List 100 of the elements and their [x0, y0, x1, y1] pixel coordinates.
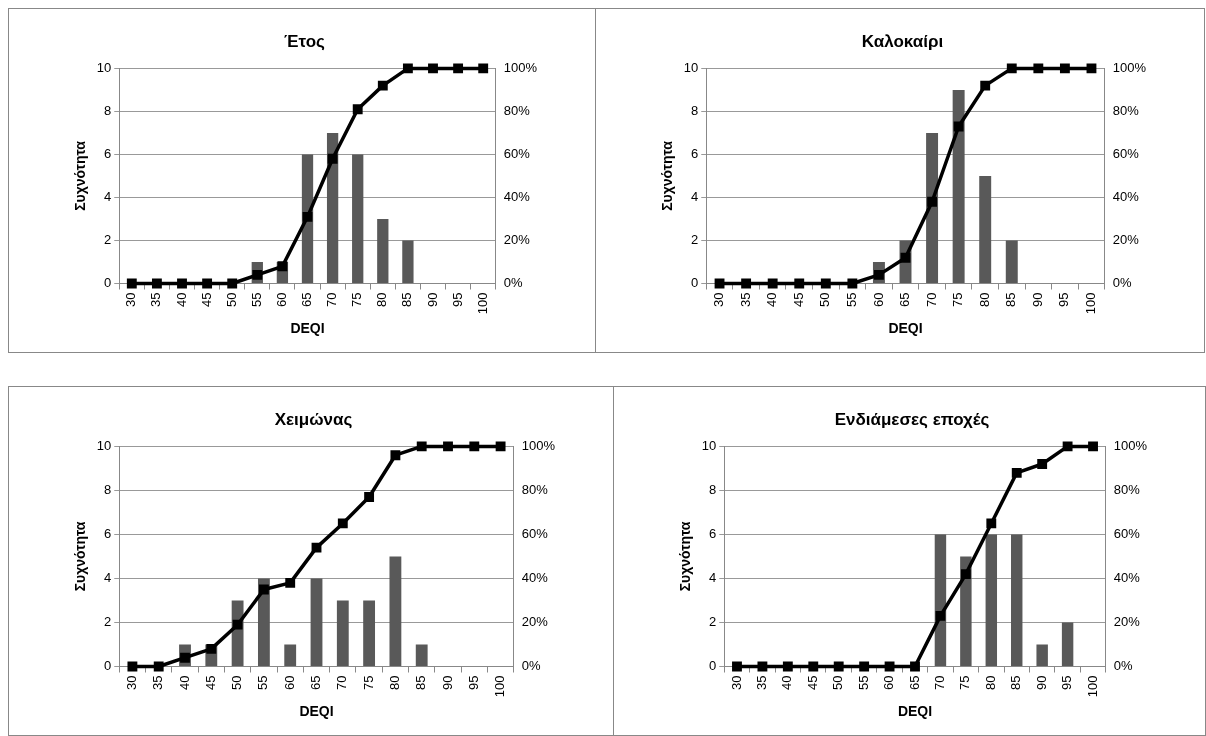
- point: [202, 278, 213, 289]
- x-tick-label: 50: [223, 292, 239, 307]
- x-tick-label: 45: [804, 675, 820, 690]
- point: [151, 278, 162, 289]
- point: [986, 518, 997, 529]
- x-tick-label: 100: [1083, 292, 1099, 315]
- point: [1033, 63, 1044, 74]
- bar: [1036, 644, 1048, 667]
- point: [277, 261, 288, 272]
- y2-tick-label: 40%: [521, 570, 549, 586]
- point: [757, 661, 768, 672]
- x-tick-label: 85: [399, 292, 415, 307]
- y-axis-title: Συχνότητα: [659, 140, 676, 211]
- y2-tick-label: 0%: [503, 275, 523, 291]
- y-tick-label: 2: [104, 614, 112, 630]
- y-axis-title: Συχνότητα: [72, 521, 89, 592]
- chart-title: Έτος: [284, 31, 326, 51]
- point: [127, 661, 138, 672]
- point: [1006, 63, 1017, 74]
- x-tick-label: 70: [923, 292, 939, 307]
- y-axis-title: Συχνότητα: [677, 521, 694, 592]
- y-tick-label: 0: [709, 658, 717, 674]
- y2-tick-label: 100%: [521, 437, 556, 453]
- point: [390, 450, 401, 461]
- point: [847, 278, 858, 289]
- y2-tick-label: 40%: [503, 189, 531, 205]
- y-tick-label: 0: [691, 275, 699, 291]
- point: [960, 569, 971, 579]
- point: [910, 661, 920, 672]
- point: [1086, 63, 1097, 74]
- x-tick-label: 70: [334, 675, 350, 690]
- y2-tick-label: 60%: [503, 146, 531, 162]
- x-tick-label: 55: [255, 675, 271, 690]
- y-tick-label: 8: [104, 103, 112, 118]
- point: [428, 63, 438, 74]
- x-tick-label: 85: [1003, 292, 1019, 307]
- chart-title: Χειμώνας: [274, 409, 353, 429]
- y2-tick-label: 40%: [1113, 570, 1141, 586]
- x-tick-label: 40: [764, 292, 780, 307]
- x-tick-label: 65: [897, 292, 913, 307]
- y2-tick-label: 0%: [1113, 658, 1133, 674]
- x-tick-label: 45: [202, 675, 218, 690]
- point: [453, 63, 464, 74]
- point: [311, 542, 322, 553]
- y2-tick-label: 80%: [521, 482, 549, 497]
- x-axis-title: DEQI: [897, 703, 933, 720]
- x-tick-label: 80: [982, 675, 998, 690]
- bar: [1011, 534, 1023, 667]
- point: [258, 584, 269, 595]
- bar: [301, 154, 314, 284]
- bar: [389, 556, 402, 667]
- y2-tick-label: 80%: [1112, 103, 1140, 118]
- point: [352, 104, 363, 115]
- x-tick-label: 50: [830, 675, 846, 690]
- point: [741, 278, 752, 289]
- y2-tick-label: 20%: [1112, 232, 1140, 248]
- point: [337, 518, 348, 529]
- x-tick-label: 60: [870, 292, 886, 307]
- point: [285, 577, 296, 588]
- point: [327, 153, 338, 164]
- point: [377, 80, 388, 91]
- y-tick-label: 4: [104, 189, 112, 205]
- y-tick-label: 0: [104, 275, 112, 291]
- bar: [934, 534, 947, 667]
- y-tick-label: 8: [104, 482, 112, 497]
- bar: [1061, 622, 1074, 667]
- x-tick-label: 40: [173, 292, 189, 307]
- x-tick-label: 65: [308, 675, 324, 690]
- x-tick-label: 100: [474, 292, 490, 315]
- y2-tick-label: 60%: [1113, 526, 1141, 542]
- point: [416, 441, 427, 452]
- y2-tick-label: 60%: [521, 526, 549, 542]
- x-tick-label: 75: [349, 292, 365, 307]
- x-axis-title: DEQI: [888, 320, 923, 337]
- point: [364, 492, 375, 502]
- point: [767, 278, 778, 289]
- chart-title: Ενδιάμεσες εποχές: [834, 409, 990, 429]
- x-tick-label: 30: [711, 292, 727, 307]
- chart-title: Καλοκαίρι: [861, 31, 944, 51]
- x-tick-label: 35: [150, 675, 166, 690]
- y-tick-label: 4: [691, 189, 699, 205]
- point: [953, 121, 964, 132]
- point: [478, 63, 489, 74]
- y2-tick-label: 60%: [1112, 146, 1140, 162]
- y2-tick-label: 20%: [1113, 614, 1141, 630]
- point: [206, 643, 217, 654]
- x-tick-label: 85: [413, 675, 429, 690]
- bar: [985, 534, 998, 667]
- x-tick-label: 90: [439, 675, 455, 690]
- point: [808, 661, 819, 672]
- x-tick-label: 90: [1033, 675, 1049, 690]
- y2-tick-label: 100%: [1112, 59, 1147, 75]
- x-tick-label: 45: [790, 292, 806, 307]
- point: [1088, 441, 1098, 452]
- bar: [284, 644, 297, 667]
- y-tick-label: 4: [709, 570, 717, 586]
- y-tick-label: 10: [701, 437, 717, 453]
- y-tick-label: 8: [709, 482, 717, 497]
- x-tick-label: 55: [248, 292, 264, 307]
- y2-tick-label: 100%: [503, 59, 538, 75]
